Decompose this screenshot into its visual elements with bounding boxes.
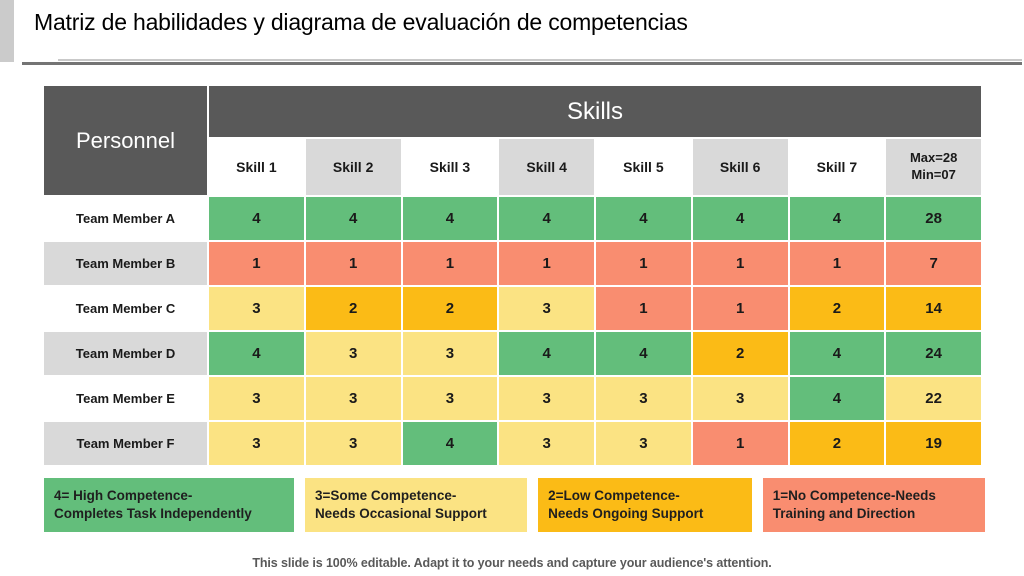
editable-note: This slide is 100% editable. Adapt it to… <box>252 555 772 570</box>
legend-line: 4= High Competence- <box>54 487 193 503</box>
score-cell: 2 <box>789 422 885 465</box>
score-cell: 1 <box>692 242 788 285</box>
score-cell: 1 <box>596 242 691 285</box>
row-label: Team Member A <box>44 197 207 240</box>
skills-header: Skills <box>209 86 981 137</box>
score-cell: 1 <box>209 242 304 285</box>
legend-line: Needs Ongoing Support <box>548 506 704 521</box>
corner-accent-bar <box>0 0 14 62</box>
score-cell: 1 <box>402 242 498 285</box>
score-cell: 4 <box>499 332 594 375</box>
score-cell: 4 <box>789 332 885 375</box>
score-cell: 4 <box>305 197 401 240</box>
score-cell: 1 <box>596 287 691 330</box>
page-title: Matriz de habilidades y diagrama de eval… <box>34 9 688 35</box>
score-cell: 3 <box>305 332 401 375</box>
total-cell: 24 <box>886 332 981 375</box>
score-cell: 4 <box>596 197 691 240</box>
row-label: Team Member D <box>44 332 207 375</box>
skill-column-header: Skill 2 <box>305 139 401 195</box>
legend-line: 2=Low Competence- <box>548 487 680 503</box>
score-cell: 3 <box>209 377 304 420</box>
row-label: Team Member E <box>44 377 207 420</box>
legend-item-no-competence: 1=No Competence-Needs Training and Direc… <box>762 478 985 532</box>
score-cell: 4 <box>789 377 885 420</box>
legend-item-high-competence: 4= High Competence- Completes Task Indep… <box>44 478 294 532</box>
score-cell: 4 <box>209 332 304 375</box>
score-cell: 3 <box>305 377 401 420</box>
legend-line: Needs Occasional Support <box>314 506 487 521</box>
personnel-header: Personnel <box>44 86 207 195</box>
total-cell: 22 <box>886 377 981 420</box>
score-cell: 4 <box>692 197 788 240</box>
score-cell: 1 <box>692 422 788 465</box>
total-cell: 28 <box>886 197 981 240</box>
row-label: Team Member C <box>44 287 207 330</box>
min-label: Min=07 <box>911 167 956 182</box>
score-cell: 3 <box>499 287 594 330</box>
score-cell: 3 <box>209 287 304 330</box>
score-cell: 1 <box>692 287 788 330</box>
score-cell: 4 <box>596 332 691 375</box>
skills-matrix-table: Personnel Skills Skill 1 Skill 2 Skill 3 Sk… <box>44 86 981 465</box>
total-cell: 14 <box>886 287 981 330</box>
title-divider <box>22 59 1022 65</box>
skill-column-header: Skill 7 <box>789 139 885 195</box>
max-label: Max=28 <box>909 150 958 166</box>
score-cell: 2 <box>692 332 788 375</box>
score-cell: 3 <box>209 422 304 465</box>
score-cell: 3 <box>305 422 401 465</box>
total-cell: 7 <box>886 242 981 285</box>
total-cell: 19 <box>886 422 981 465</box>
title-divider-dark-line <box>22 62 1022 65</box>
score-cell: 3 <box>692 377 788 420</box>
score-cell: 3 <box>499 377 594 420</box>
score-cell: 3 <box>402 332 498 375</box>
score-cell: 3 <box>499 422 594 465</box>
row-label: Team Member B <box>44 242 207 285</box>
max-min-header: Max=28 Min=07 <box>886 139 981 195</box>
score-cell: 4 <box>499 197 594 240</box>
score-cell: 4 <box>402 197 498 240</box>
legend-line: Training and Direction <box>772 506 916 521</box>
skill-column-header: Skill 1 <box>209 139 304 195</box>
score-cell: 1 <box>305 242 401 285</box>
score-cell: 1 <box>789 242 885 285</box>
skill-column-header: Skill 6 <box>692 139 788 195</box>
competence-legend: 4= High Competence- Completes Task Indep… <box>44 478 985 532</box>
legend-line: 3=Some Competence- <box>314 487 457 503</box>
legend-item-low-competence: 2=Low Competence- Needs Ongoing Support <box>538 478 752 532</box>
skill-column-header: Skill 4 <box>499 139 594 195</box>
score-cell: 3 <box>596 377 691 420</box>
score-cell: 3 <box>402 377 498 420</box>
score-cell: 1 <box>499 242 594 285</box>
score-cell: 2 <box>305 287 401 330</box>
legend-item-some-competence: 3=Some Competence- Needs Occasional Supp… <box>304 478 528 532</box>
skill-column-header: Skill 5 <box>596 139 691 195</box>
row-label: Team Member F <box>44 422 207 465</box>
score-cell: 4 <box>209 197 304 240</box>
score-cell: 2 <box>789 287 885 330</box>
score-cell: 4 <box>789 197 885 240</box>
score-cell: 3 <box>596 422 691 465</box>
score-cell: 4 <box>402 422 498 465</box>
score-cell: 2 <box>402 287 498 330</box>
skill-column-header: Skill 3 <box>402 139 498 195</box>
legend-line: Completes Task Independently <box>54 506 252 521</box>
legend-line: 1=No Competence-Needs <box>772 487 936 503</box>
title-divider-light-line <box>58 59 1022 61</box>
